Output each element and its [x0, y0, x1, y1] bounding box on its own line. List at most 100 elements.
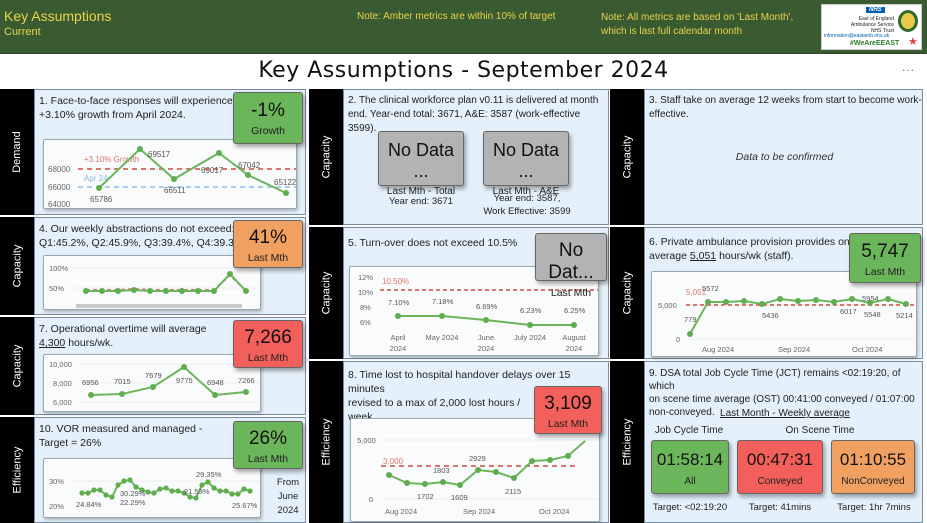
- svg-text:Apr 24: Apr 24: [84, 174, 108, 183]
- svg-text:April: April: [390, 333, 405, 342]
- row-label-efficiency: Efficiency: [0, 417, 34, 523]
- card-description: 9. DSA total Job Cycle Time (JCT) remain…: [649, 368, 915, 418]
- svg-text:7266: 7266: [238, 376, 255, 385]
- svg-text:3,000: 3,000: [383, 457, 404, 466]
- svg-text:25.67%: 25.67%: [232, 501, 258, 510]
- kpi-private-ambulance: 5,747 Last Mth: [849, 233, 921, 283]
- svg-text:10,000: 10,000: [49, 360, 72, 369]
- svg-text:July 2024: July 2024: [514, 333, 546, 342]
- kpi-abstractions: 41% Last Mth: [233, 220, 303, 268]
- svg-text:Sep 2024: Sep 2024: [463, 507, 495, 516]
- svg-text:7.18%: 7.18%: [432, 297, 454, 306]
- svg-text:30.29%: 30.29%: [120, 489, 146, 498]
- card-description: 7. Operational overtime will average 4,3…: [39, 323, 207, 349]
- svg-text:2115: 2115: [505, 487, 521, 496]
- svg-text:2024: 2024: [478, 344, 495, 353]
- header-bar: Key Assumptions Current Note: Amber metr…: [0, 0, 927, 54]
- private-ambulance-chart[interactable]: 5,000 0 5,051 779 5572 5436 6017 5954 55…: [651, 271, 917, 357]
- svg-text:0: 0: [369, 495, 373, 504]
- svg-text:5572: 5572: [702, 284, 719, 293]
- kpi-ost-nonconveyed: 01:10:55 NonConveyed: [831, 440, 915, 494]
- hashtag: #WeAreEEAST: [850, 40, 900, 47]
- eeast-logo: NHS East of England Ambulance Service NH…: [821, 4, 922, 50]
- card-description: 8. Time lost to hospital handover delays…: [348, 369, 571, 423]
- jct-target: Target: <02:19:20: [652, 502, 728, 513]
- card-description: 4. Our weekly abstractions do not exceed…: [39, 223, 244, 249]
- kpi-growth: -1% Growth: [233, 92, 303, 144]
- svg-text:2929: 2929: [469, 454, 486, 463]
- more-options-icon[interactable]: ...: [901, 60, 915, 74]
- svg-text:August: August: [562, 333, 586, 342]
- svg-text:21.53%: 21.53%: [184, 487, 210, 496]
- card-abstractions: 4. Our weekly abstractions do not exceed…: [34, 217, 306, 315]
- svg-text:5954: 5954: [862, 294, 879, 303]
- svg-text:Oct 2024: Oct 2024: [852, 345, 882, 354]
- svg-text:2024: 2024: [566, 344, 583, 353]
- kpi-workforce-ae: No Data ... Last Mth - A&E: [483, 131, 569, 197]
- kpi-vor: 26% Last Mth: [233, 421, 303, 469]
- svg-text:Aug 2024: Aug 2024: [702, 345, 734, 354]
- svg-text:8%: 8%: [360, 303, 371, 312]
- abstractions-chart[interactable]: 100% 50%: [43, 255, 261, 310]
- svg-text:1803: 1803: [433, 466, 450, 475]
- row-label-efficiency: Efficiency: [610, 361, 644, 523]
- svg-text:5,051: 5,051: [686, 288, 707, 297]
- chart-scrollbar: [76, 304, 242, 308]
- svg-text:6017: 6017: [840, 307, 857, 316]
- card-face-to-face: 1. Face-to-face responses will experienc…: [34, 89, 306, 215]
- svg-text:24.84%: 24.84%: [76, 500, 102, 509]
- card-description: 2. The clinical workforce plan v0.11 is …: [348, 95, 599, 134]
- kpi-jct-all: 01:58:14 All: [651, 440, 729, 494]
- card-work-effective: 3. Staff take on average 12 weeks from s…: [644, 89, 923, 225]
- svg-text:10.50%: 10.50%: [382, 277, 409, 286]
- weekly-average-heading: Last Month - Weekly average: [720, 408, 850, 419]
- svg-text:1609: 1609: [451, 493, 468, 502]
- ost-heading: On Scene Time: [785, 425, 855, 436]
- svg-text:10%: 10%: [358, 288, 373, 297]
- overtime-chart[interactable]: 10,000 8,000 6,000 6956 7015 7679 9775 6…: [43, 354, 261, 412]
- svg-text:1702: 1702: [417, 492, 434, 501]
- svg-text:7679: 7679: [145, 371, 162, 380]
- turnover-chart[interactable]: 12% 10% 8% 6% 10.50% 7.10% 7.18% 6.69% 6…: [349, 266, 599, 356]
- kpi-overtime: 7,266 Last Mth: [233, 320, 303, 368]
- svg-text:12%: 12%: [358, 273, 373, 282]
- row-label-capacity: Capacity: [309, 227, 343, 359]
- vor-chart[interactable]: 30% 20% 24.84% 30.29% 22.29% 29.35% 21.5…: [43, 458, 261, 518]
- row-label-efficiency: Efficiency: [309, 361, 343, 523]
- contact-email: information@eastamb.nhs.uk: [824, 33, 890, 39]
- vor-from-date: From June 2024: [276, 477, 300, 516]
- svg-text:22.29%: 22.29%: [120, 498, 146, 507]
- data-placeholder: Data to be confirmed: [735, 151, 834, 163]
- svg-text:50%: 50%: [49, 284, 64, 293]
- row-label-capacity: Capacity: [610, 227, 644, 359]
- row-label-demand: Demand: [0, 89, 34, 215]
- svg-text:5214: 5214: [896, 311, 913, 320]
- kpi-ost-conveyed: 00:47:31 Conveyed: [737, 440, 823, 494]
- last-month-note: Note: All metrics are based on 'Last Mon…: [601, 12, 794, 37]
- f2f-chart[interactable]: 68000 66000 64000 +3.10% Growth Apr 24 6…: [43, 139, 297, 209]
- handover-chart[interactable]: 5,000 0 3,000 1803 1702 1609 2929 2115 A…: [350, 418, 600, 522]
- svg-text:67042: 67042: [238, 161, 261, 170]
- org-name: East of England Ambulance Service NHS Tr…: [850, 16, 894, 34]
- workforce-total-note: Year end: 3671: [388, 196, 454, 207]
- svg-text:7.10%: 7.10%: [388, 298, 410, 307]
- amber-note: Note: Amber metrics are within 10% of ta…: [357, 11, 556, 22]
- row-label-capacity: Capacity: [0, 317, 34, 415]
- report-title: Key Assumptions: [4, 8, 112, 24]
- svg-text:65122: 65122: [274, 178, 297, 187]
- svg-text:Oct 2024: Oct 2024: [539, 507, 569, 516]
- svg-text:6.69%: 6.69%: [476, 302, 498, 311]
- card-description: 10. VOR measured and managed - Target = 2…: [39, 423, 203, 449]
- card-job-cycle-time: 9. DSA total Job Cycle Time (JCT) remain…: [644, 361, 923, 523]
- svg-text:6.23%: 6.23%: [520, 306, 542, 315]
- page-title: Key Assumptions - September 2024: [258, 58, 669, 83]
- svg-text:6948: 6948: [207, 378, 224, 387]
- svg-text:100%: 100%: [49, 264, 69, 273]
- kpi-handover: 3,109 Last Mth: [534, 386, 602, 434]
- workforce-ae-note: Year end: 3587, Work Effective: 3599: [483, 193, 571, 217]
- svg-text:29.35%: 29.35%: [196, 470, 222, 479]
- svg-text:0: 0: [676, 335, 680, 344]
- svg-text:Aug 2024: Aug 2024: [385, 507, 417, 516]
- nhs-logo: NHS: [866, 7, 885, 13]
- svg-text:66000: 66000: [48, 183, 71, 192]
